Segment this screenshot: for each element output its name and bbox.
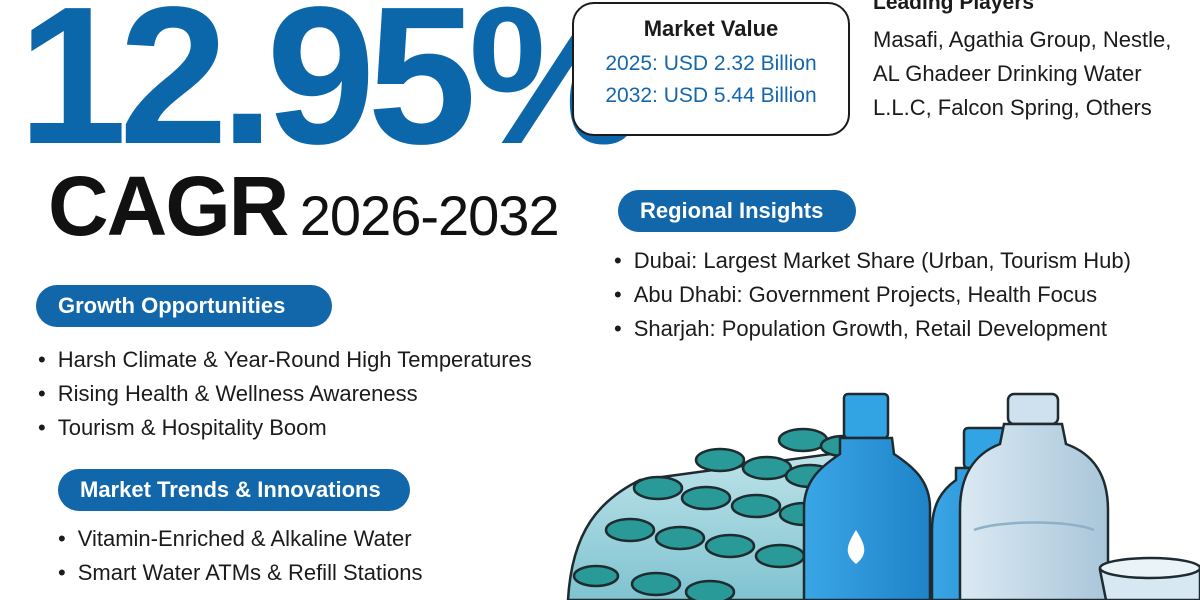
market-trends-heading: Market Trends & Innovations — [58, 469, 410, 511]
regional-insights-list: Dubai: Largest Market Share (Urban, Tour… — [614, 244, 1131, 346]
water-glass — [1098, 556, 1200, 600]
leading-players-title: Leading Players — [873, 0, 1035, 14]
list-item: Dubai: Largest Market Share (Urban, Tour… — [614, 244, 1131, 278]
leading-players-list: Masafi, Agathia Group, Nestle, AL Ghadee… — [873, 27, 1172, 121]
market-trends-list: Vitamin-Enriched & Alkaline Water Smart … — [58, 522, 423, 590]
market-value-2032: 2032: USD 5.44 Billion — [605, 84, 817, 107]
list-item: Abu Dhabi: Government Projects, Health F… — [614, 278, 1131, 312]
growth-opportunities-list: Harsh Climate & Year-Round High Temperat… — [38, 343, 532, 445]
market-value-2025: 2025: USD 2.32 Billion — [605, 52, 817, 75]
list-item: Sharjah: Population Growth, Retail Devel… — [614, 312, 1131, 346]
regional-insights-heading: Regional Insights — [618, 190, 856, 232]
water-bottles-illustration — [566, 392, 1200, 600]
list-item: Smart Water ATMs & Refill Stations — [58, 556, 423, 590]
cagr-years: 2026-2032 — [299, 184, 560, 247]
market-value-title: Market Value — [643, 16, 779, 41]
list-item: Harsh Climate & Year-Round High Temperat… — [38, 343, 532, 377]
list-item: Vitamin-Enriched & Alkaline Water — [58, 522, 422, 556]
list-item: Rising Health & Wellness Awareness — [38, 377, 532, 411]
cagr-row: CAGR 2026-2032 — [48, 158, 560, 255]
blue-bottle — [802, 392, 932, 600]
cagr-value: 12.95% — [18, 0, 643, 185]
bottle-pile — [566, 427, 867, 600]
leading-players: Leading Players Masafi, Agathia Group, N… — [873, 0, 1193, 125]
list-item: Tourism & Hospitality Boom — [38, 411, 532, 445]
market-value-box: Market Value 2025: USD 2.32 Billion 2032… — [572, 2, 850, 136]
cagr-label: CAGR — [48, 159, 289, 253]
clear-bottle — [958, 392, 1110, 600]
growth-opportunities-heading: Growth Opportunities — [36, 285, 332, 327]
